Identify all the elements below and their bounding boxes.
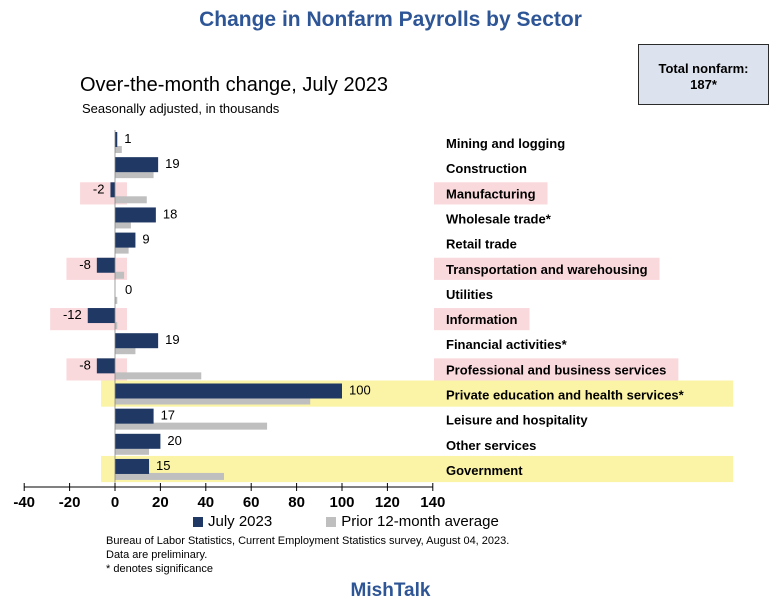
category-label-1: Construction: [446, 161, 527, 176]
bar-prior-6: [115, 296, 118, 304]
category-label-9: Professional and business services: [446, 362, 666, 377]
data-label-8: 19: [165, 332, 179, 347]
bar-current-0: [115, 132, 118, 147]
data-label-5: -8: [79, 257, 91, 272]
legend-swatch-prior: [326, 516, 337, 527]
chart-legend: July 2023 Prior 12-month average: [193, 513, 499, 530]
source-note: Bureau of Labor Statistics, Current Empl…: [106, 534, 509, 576]
main-title: Change in Nonfarm Payrolls by Sector: [199, 8, 582, 31]
x-tick-label-6: 80: [288, 494, 305, 511]
x-tick-label-8: 120: [375, 494, 400, 511]
x-tick-label-0: -40: [13, 494, 35, 511]
data-label-4: 9: [142, 232, 149, 247]
data-label-0: 1: [124, 131, 131, 146]
bar-current-3: [115, 207, 156, 223]
data-label-1: 19: [165, 156, 179, 171]
source-line-1: Bureau of Labor Statistics, Current Empl…: [106, 535, 510, 547]
chart-subtitle: Over-the-month change, July 2023: [80, 74, 388, 96]
category-label-8: Financial activities*: [446, 337, 568, 352]
category-label-13: Government: [446, 463, 523, 478]
bar-current-7: [87, 308, 115, 324]
brand-label: MishTalk: [350, 580, 431, 601]
legend-item-current: July 2023: [193, 513, 272, 530]
data-label-12: 20: [167, 433, 181, 448]
data-label-2: -2: [93, 181, 105, 196]
total-value: 187*: [690, 77, 717, 92]
category-label-2: Manufacturing: [446, 186, 536, 201]
chart-note: Seasonally adjusted, in thousands: [82, 101, 280, 116]
bar-current-10: [115, 383, 342, 399]
category-label-3: Wholesale trade*: [446, 211, 552, 226]
x-tick-label-1: -20: [59, 494, 81, 511]
data-label-3: 18: [163, 206, 177, 221]
category-label-7: Information: [446, 312, 518, 327]
highlight-label-7: [434, 308, 530, 331]
bar-current-11: [115, 408, 154, 424]
category-label-6: Utilities: [446, 287, 493, 302]
bar-prior-9: [115, 372, 202, 380]
bar-prior-11: [115, 422, 268, 430]
data-label-9: -8: [79, 357, 91, 372]
bar-prior-5: [115, 271, 125, 279]
x-tick-label-2: 0: [111, 494, 119, 511]
category-label-0: Mining and logging: [446, 136, 565, 151]
category-label-10: Private education and health services*: [446, 388, 685, 403]
source-line-2: Data are preliminary.: [106, 549, 208, 561]
bar-prior-7: [115, 322, 118, 330]
bar-current-8: [115, 333, 159, 349]
category-label-5: Transportation and warehousing: [446, 262, 648, 277]
legend-label-prior: Prior 12-month average: [341, 513, 499, 530]
bar-current-1: [115, 157, 159, 173]
data-label-13: 15: [156, 458, 170, 473]
x-tick-label-5: 60: [243, 494, 260, 511]
bar-prior-4: [115, 246, 129, 254]
total-nonfarm-box: Total nonfarm: 187*: [638, 44, 769, 105]
bar-current-13: [115, 458, 150, 474]
data-label-6: 0: [125, 282, 132, 297]
bar-prior-3: [115, 221, 131, 229]
x-tick-label-4: 40: [197, 494, 214, 511]
category-label-12: Other services: [446, 438, 536, 453]
bar-prior-0: [115, 146, 122, 153]
bar-current-9: [96, 358, 115, 374]
legend-item-prior: Prior 12-month average: [326, 513, 499, 530]
data-label-7: -12: [63, 307, 82, 322]
category-label-4: Retail trade: [446, 237, 517, 252]
bar-prior-2: [115, 196, 147, 204]
bar-current-12: [115, 433, 161, 449]
legend-label-current: July 2023: [208, 513, 273, 530]
total-label: Total nonfarm:: [658, 61, 749, 76]
x-tick-label-7: 100: [329, 494, 354, 511]
x-tick-label-9: 140: [420, 494, 445, 511]
bar-prior-12: [115, 447, 150, 455]
bar-prior-1: [115, 171, 154, 179]
source-line-3: * denotes significance: [106, 563, 214, 575]
highlight-label-9: [434, 358, 679, 381]
category-label-11: Leisure and hospitality: [446, 413, 588, 428]
bar-prior-13: [115, 472, 224, 480]
legend-swatch-current: [193, 516, 203, 527]
bar-prior-8: [115, 347, 136, 355]
data-label-11: 17: [161, 408, 175, 423]
data-label-10: 100: [349, 383, 371, 398]
bar-current-4: [115, 232, 136, 248]
x-tick-label-3: 20: [152, 494, 169, 511]
bar-current-2: [110, 182, 115, 198]
bar-current-5: [96, 257, 115, 273]
bar-prior-10: [115, 397, 311, 405]
highlight-label-2: [434, 182, 548, 205]
highlight-label-5: [434, 257, 660, 280]
